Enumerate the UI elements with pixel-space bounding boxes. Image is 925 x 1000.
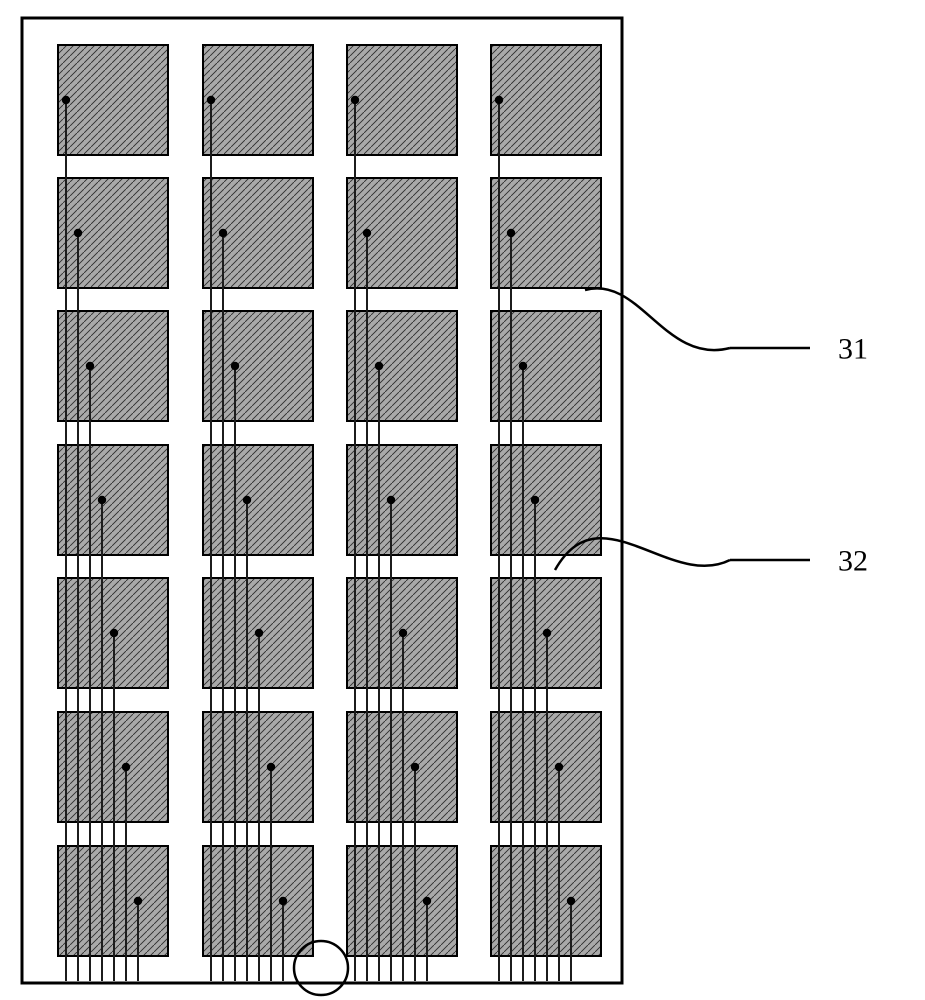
contact-dot: [399, 629, 407, 637]
grid-cell: [203, 311, 313, 421]
contact-dot: [86, 362, 94, 370]
contact-dot: [375, 362, 383, 370]
grid-cell: [58, 445, 168, 555]
callout-label: 31: [838, 333, 868, 366]
contact-dot: [110, 629, 118, 637]
contact-dot: [134, 897, 142, 905]
callout-label: 32: [838, 545, 868, 578]
contact-dot: [555, 763, 563, 771]
grid-cell: [347, 311, 457, 421]
contact-dot: [255, 629, 263, 637]
contact-dot: [495, 96, 503, 104]
contact-dot: [507, 229, 515, 237]
contact-dot: [207, 96, 215, 104]
contact-dot: [279, 897, 287, 905]
contact-dot: [351, 96, 359, 104]
contact-dot: [423, 897, 431, 905]
contact-dot: [122, 763, 130, 771]
grid-cell: [347, 445, 457, 555]
contact-dot: [243, 496, 251, 504]
diagram-root: 31 32: [0, 0, 925, 1000]
contact-dot: [543, 629, 551, 637]
contact-dot: [411, 763, 419, 771]
grid-cell: [203, 45, 313, 155]
grid-cell: [58, 311, 168, 421]
contact-dot: [219, 229, 227, 237]
grid-cell: [491, 311, 601, 421]
contact-dot: [74, 229, 82, 237]
contact-dot: [62, 96, 70, 104]
grid-cell: [347, 45, 457, 155]
contact-dot: [567, 897, 575, 905]
contact-dot: [231, 362, 239, 370]
contact-dot: [267, 763, 275, 771]
grid-cell: [491, 445, 601, 555]
grid-cell: [58, 45, 168, 155]
contact-dot: [531, 496, 539, 504]
contact-dot: [98, 496, 106, 504]
grid-cell: [203, 445, 313, 555]
grid-cell: [491, 45, 601, 155]
contact-dot: [519, 362, 527, 370]
contact-dot: [363, 229, 371, 237]
contact-dot: [387, 496, 395, 504]
